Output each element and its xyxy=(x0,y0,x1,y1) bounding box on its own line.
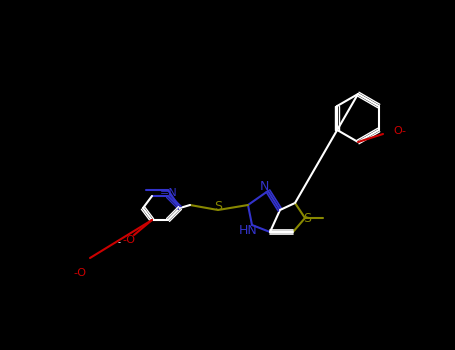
Text: =N: =N xyxy=(160,188,178,198)
Text: -O: -O xyxy=(122,235,136,245)
Text: S: S xyxy=(214,199,222,212)
Text: O-: O- xyxy=(393,126,406,136)
Text: S: S xyxy=(303,211,311,224)
Text: -O: -O xyxy=(73,268,86,278)
Text: N: N xyxy=(259,181,269,194)
Text: -: - xyxy=(117,238,121,247)
Text: HN: HN xyxy=(238,224,258,237)
